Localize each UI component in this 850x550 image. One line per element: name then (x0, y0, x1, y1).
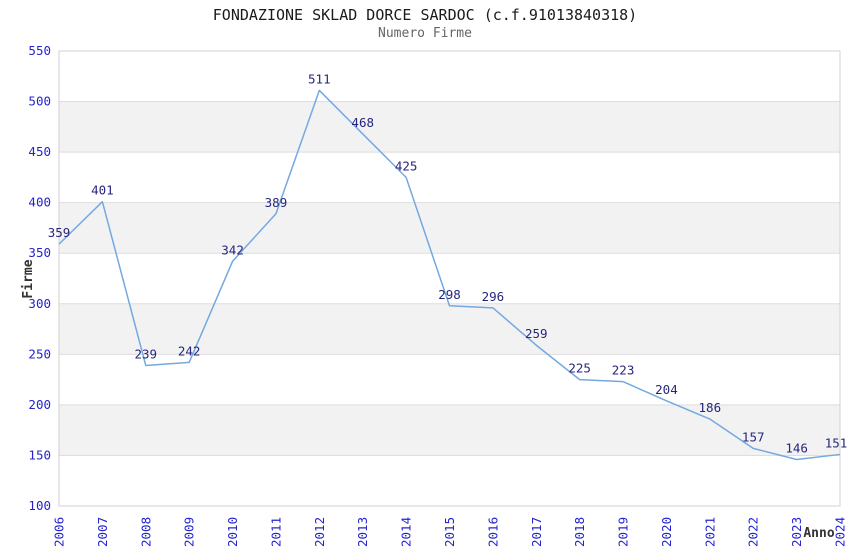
data-point-label: 298 (438, 287, 461, 302)
y-tick-label: 100 (28, 498, 51, 513)
data-point-label: 259 (525, 326, 548, 341)
x-tick-label: 2007 (95, 517, 110, 547)
x-tick-label: 2019 (616, 517, 631, 547)
grid-band (59, 303, 840, 355)
data-point-label: 239 (134, 346, 157, 361)
plot-border (58, 50, 841, 507)
x-tick-label: 2022 (746, 517, 761, 547)
grid-band (59, 202, 840, 254)
grid-band (59, 101, 840, 153)
x-tick-label: 2024 (833, 517, 848, 547)
y-tick-label: 150 (28, 447, 51, 462)
x-tick-label: 2023 (789, 517, 804, 547)
y-tick-label: 200 (28, 397, 51, 412)
data-point-label: 296 (482, 289, 505, 304)
y-tick-label: 300 (28, 296, 51, 311)
y-tick-label: 400 (28, 195, 51, 210)
x-tick-label: 2009 (182, 517, 197, 547)
data-point-label: 225 (568, 361, 591, 376)
data-point-label: 511 (308, 71, 331, 86)
x-tick-label: 2016 (485, 517, 500, 547)
data-point-label: 468 (351, 115, 374, 130)
data-point-label: 157 (742, 429, 765, 444)
data-point-label: 204 (655, 382, 678, 397)
y-tick-label: 350 (28, 245, 51, 260)
data-point-label: 425 (395, 158, 418, 173)
x-tick-label: 2020 (659, 517, 674, 547)
data-point-label: 389 (265, 195, 288, 210)
x-tick-label: 2006 (52, 517, 67, 547)
x-tick-label: 2008 (138, 517, 153, 547)
data-point-label: 146 (785, 440, 808, 455)
x-tick-label: 2021 (702, 517, 717, 547)
y-tick-label: 550 (28, 43, 51, 58)
x-tick-label: 2018 (572, 517, 587, 547)
chart-title: FONDAZIONE SKLAD DORCE SARDOC (c.f.91013… (212, 6, 638, 24)
x-axis-title: Anno (803, 526, 835, 541)
x-tick-label: 2010 (225, 517, 240, 547)
data-point-label: 342 (221, 242, 244, 257)
data-point-label: 359 (48, 225, 71, 240)
x-tick-label: 2017 (529, 517, 544, 547)
series-line (58, 89, 841, 461)
x-tick-label: 2013 (355, 517, 370, 547)
y-tick-label: 250 (28, 346, 51, 361)
x-tick-label: 2012 (312, 517, 327, 547)
y-tick-label: 500 (28, 94, 51, 109)
x-tick-label: 2014 (399, 517, 414, 547)
data-point-label: 186 (699, 400, 722, 415)
chart-subtitle: Numero Firme (378, 26, 472, 41)
grid-band (59, 404, 840, 456)
x-tick-label: 2011 (268, 517, 283, 547)
data-point-label: 401 (91, 183, 114, 198)
y-tick-label: 450 (28, 144, 51, 159)
x-tick-label: 2015 (442, 517, 457, 547)
data-point-label: 223 (612, 363, 635, 378)
data-point-label: 151 (825, 435, 848, 450)
data-point-label: 242 (178, 343, 201, 358)
